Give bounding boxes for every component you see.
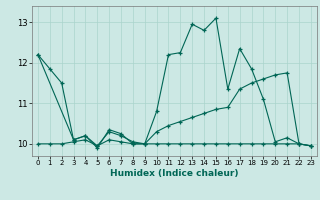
X-axis label: Humidex (Indice chaleur): Humidex (Indice chaleur) — [110, 169, 239, 178]
